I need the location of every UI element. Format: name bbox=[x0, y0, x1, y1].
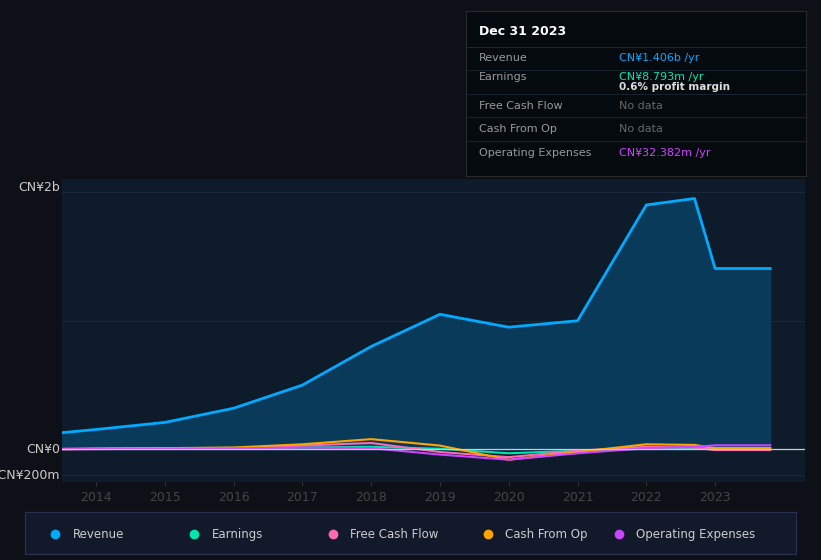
Text: Operating Expenses: Operating Expenses bbox=[635, 528, 755, 541]
Text: CN¥0: CN¥0 bbox=[26, 443, 60, 456]
Text: 0.6% profit margin: 0.6% profit margin bbox=[619, 82, 730, 92]
Text: Earnings: Earnings bbox=[211, 528, 263, 541]
Text: Revenue: Revenue bbox=[479, 53, 528, 63]
Text: CN¥1.406b /yr: CN¥1.406b /yr bbox=[619, 53, 699, 63]
Text: No data: No data bbox=[619, 124, 663, 134]
Text: Earnings: Earnings bbox=[479, 72, 528, 82]
Text: Free Cash Flow: Free Cash Flow bbox=[479, 101, 562, 111]
Text: Cash From Op: Cash From Op bbox=[505, 528, 587, 541]
Text: CN¥8.793m /yr: CN¥8.793m /yr bbox=[619, 72, 704, 82]
Text: Operating Expenses: Operating Expenses bbox=[479, 148, 591, 158]
Text: -CN¥200m: -CN¥200m bbox=[0, 469, 60, 482]
Text: Dec 31 2023: Dec 31 2023 bbox=[479, 25, 566, 38]
Text: Cash From Op: Cash From Op bbox=[479, 124, 557, 134]
Text: Free Cash Flow: Free Cash Flow bbox=[351, 528, 438, 541]
Text: No data: No data bbox=[619, 101, 663, 111]
Text: Revenue: Revenue bbox=[72, 528, 124, 541]
Text: CN¥2b: CN¥2b bbox=[18, 181, 60, 194]
Text: CN¥32.382m /yr: CN¥32.382m /yr bbox=[619, 148, 710, 158]
